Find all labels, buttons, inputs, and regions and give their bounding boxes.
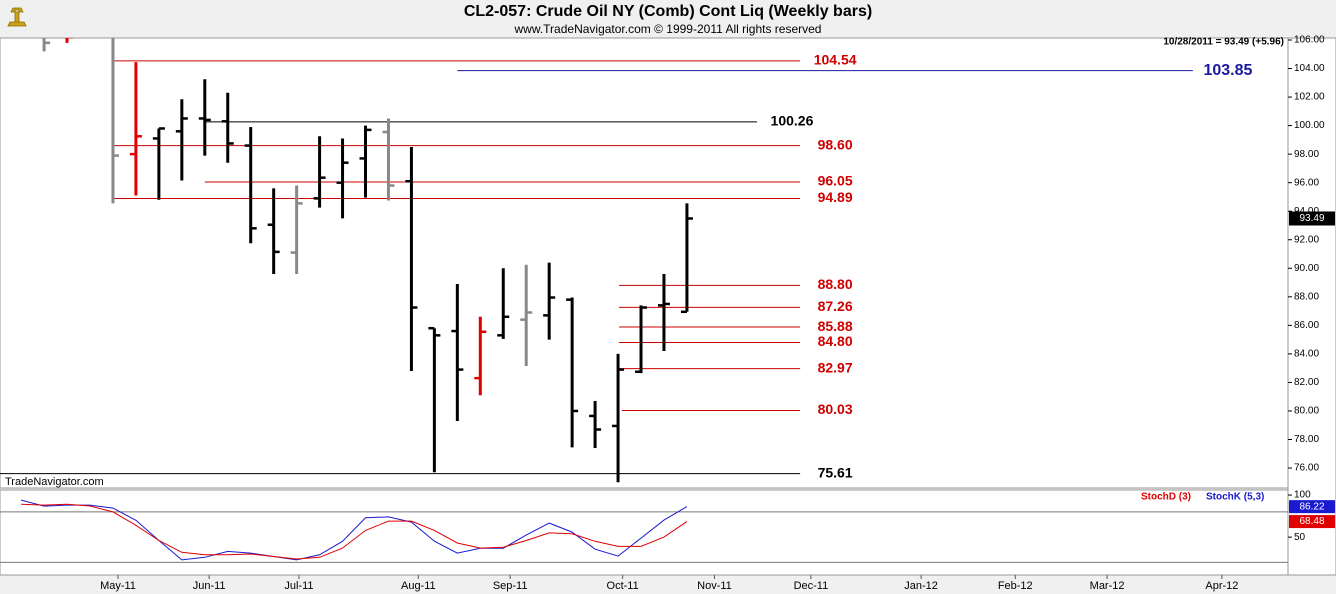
y-tick-label: 76.00	[1294, 463, 1319, 474]
level-label: 75.61	[818, 464, 853, 480]
y-tick-label: 104.00	[1294, 63, 1325, 74]
y-tick-label: 94.00	[1294, 206, 1319, 217]
price-panel	[0, 37, 1289, 489]
x-tick-label: Oct-11	[607, 580, 639, 592]
level-label: 96.05	[818, 173, 853, 189]
y-tick-label: 50	[1294, 532, 1306, 543]
level-label: 87.26	[818, 298, 853, 314]
last-quote: 10/28/2011 = 93.49 (+5.96)	[1163, 37, 1284, 48]
price-plot	[0, 38, 1193, 483]
y-tick-label: 86.00	[1294, 320, 1319, 331]
last-value-label: 86.22	[1299, 501, 1324, 512]
logo	[4, 4, 30, 30]
level-label: 100.26	[771, 113, 814, 129]
y-tick-label: 106.00	[1294, 35, 1325, 46]
x-tick-label: Jun-11	[193, 580, 226, 592]
x-tick-label: Nov-11	[697, 580, 732, 592]
x-tick-label: Jul-11	[284, 580, 313, 592]
x-tick-label: Aug-11	[401, 580, 436, 592]
level-label: 82.97	[818, 359, 853, 375]
y-tick-label: 90.00	[1294, 263, 1319, 274]
x-tick-label: Jan-12	[904, 580, 938, 592]
stoch-plot	[0, 499, 1288, 563]
x-tick-label: May-11	[100, 580, 136, 592]
chart-title: CL2-057: Crude Oil NY (Comb) Cont Liq (W…	[464, 3, 872, 20]
last-value-box	[1289, 500, 1335, 514]
y-tick-label: 80.00	[1294, 406, 1319, 417]
level-label: 103.85	[1203, 62, 1252, 79]
x-tick-label: Sep-11	[493, 580, 528, 592]
y-tick-label: 102.00	[1294, 92, 1325, 103]
level-label: 80.03	[818, 401, 853, 417]
axes: 76.00 78.00 80.00 82.00 84.00 86.00 88.00 90.00…	[100, 35, 1335, 592]
level-label: 88.80	[818, 276, 853, 292]
y-tick-label: 98.00	[1294, 149, 1319, 160]
last-price-label: 93.49	[1299, 213, 1324, 224]
y-tick-label: 88.00	[1294, 291, 1319, 302]
y-tick-label: 92.00	[1294, 234, 1319, 245]
x-tick-label: Dec-11	[794, 580, 829, 592]
x-tick-label: Mar-12	[1090, 580, 1125, 592]
stoch-panel	[0, 489, 1289, 576]
level-label: 98.60	[818, 136, 853, 152]
level-label: 84.80	[818, 333, 853, 349]
right-axis	[1287, 37, 1336, 576]
chart-subtitle: www.TradeNavigator.com © 1999-2011 All r…	[514, 22, 822, 36]
y-tick-label: 100	[1294, 490, 1311, 501]
legend-label: StochD (3)	[1141, 492, 1191, 503]
last-price-box	[1289, 211, 1335, 226]
legend-label: StochK (5,3)	[1206, 492, 1264, 503]
level-label: 104.54	[814, 52, 857, 68]
y-tick-label: 84.00	[1294, 349, 1319, 360]
x-tick-label: Feb-12	[998, 580, 1033, 592]
y-tick-label: 96.00	[1294, 177, 1319, 188]
x-tick-label: Apr-12	[1205, 580, 1238, 592]
y-tick-label: 82.00	[1294, 377, 1319, 388]
last-value-box	[1289, 515, 1335, 529]
stoch-line	[21, 503, 688, 560]
level-label: 85.88	[818, 318, 853, 334]
level-label: 94.89	[818, 189, 853, 205]
watermark: TradeNavigator.com	[5, 476, 104, 488]
y-tick-label: 78.00	[1294, 434, 1319, 445]
last-value-label: 68.48	[1299, 516, 1324, 527]
y-tick-label: 100.00	[1294, 120, 1325, 131]
